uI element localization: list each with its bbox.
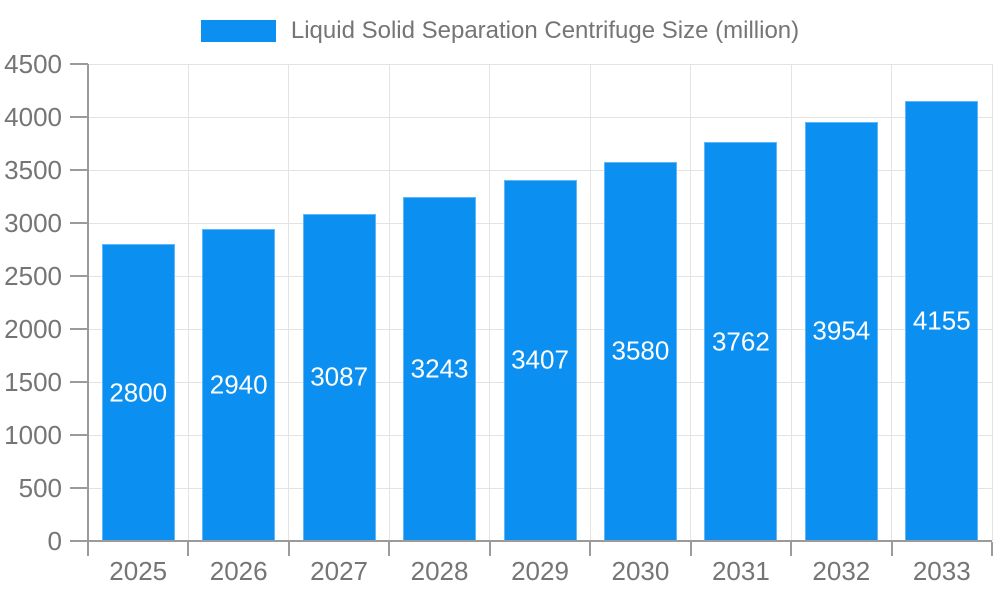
x-axis-label: 2031 xyxy=(711,556,770,586)
y-axis-tick xyxy=(70,540,88,542)
gridline-vertical xyxy=(891,64,893,541)
x-axis-label: 2033 xyxy=(912,556,971,586)
gridline-vertical xyxy=(187,64,189,541)
bar-2025[interactable]: 2800 xyxy=(101,244,175,541)
y-axis-tick xyxy=(70,275,88,277)
y-axis-label: 4500 xyxy=(4,49,62,79)
gridline-horizontal xyxy=(88,169,992,171)
gridline-vertical xyxy=(288,64,290,541)
x-axis-label: 2030 xyxy=(611,556,670,586)
x-axis-label: 2026 xyxy=(209,556,268,586)
bar-2029[interactable]: 3407 xyxy=(503,179,577,541)
x-axis-line xyxy=(88,540,992,542)
gridline-horizontal xyxy=(88,63,992,65)
bar-value-label: 2940 xyxy=(209,369,268,400)
gridline-vertical xyxy=(589,64,591,541)
y-axis-tick xyxy=(70,487,88,489)
bar-value-label: 3407 xyxy=(511,344,569,375)
gridline-vertical xyxy=(790,64,792,541)
y-axis-tick xyxy=(70,328,88,330)
y-axis-line xyxy=(87,64,89,541)
bar-2031[interactable]: 3762 xyxy=(704,142,778,541)
gridline-horizontal xyxy=(88,116,992,118)
x-axis-tick xyxy=(287,542,290,556)
x-axis-label: 2028 xyxy=(410,556,469,586)
x-axis-tick xyxy=(689,542,692,556)
y-axis-tick xyxy=(70,169,88,171)
x-axis-tick xyxy=(488,542,491,556)
x-axis-tick xyxy=(187,542,190,556)
y-axis-label: 500 xyxy=(18,473,62,503)
y-axis-tick xyxy=(70,381,88,383)
y-axis-label: 3500 xyxy=(4,155,62,185)
y-axis-tick xyxy=(70,434,88,436)
bar-2032[interactable]: 3954 xyxy=(804,121,878,541)
x-axis-tick xyxy=(790,542,793,556)
bar-value-label: 3954 xyxy=(812,315,871,346)
y-axis-label: 0 xyxy=(47,526,62,556)
bar-value-label: 4155 xyxy=(912,305,971,336)
x-axis-label: 2025 xyxy=(109,556,168,586)
bar-2026[interactable]: 2940 xyxy=(202,229,276,541)
bar-2033[interactable]: 4155 xyxy=(905,100,979,541)
x-axis-label: 2032 xyxy=(812,556,871,586)
x-axis-tick xyxy=(589,542,592,556)
x-axis-tick xyxy=(890,542,893,556)
x-axis-tick xyxy=(87,542,89,556)
y-axis-tick xyxy=(70,222,88,224)
bar-2028[interactable]: 3243 xyxy=(403,197,477,541)
plot-area: 2800 2940 3087 3243 3407 3580 3762 3954 4155 xyxy=(88,63,993,541)
x-axis-tick xyxy=(991,542,993,556)
legend-swatch-icon xyxy=(200,20,276,42)
y-axis-tick xyxy=(70,63,88,65)
y-axis-tick xyxy=(70,116,88,118)
x-axis-label: 2029 xyxy=(511,556,569,586)
bar-value-label: 3243 xyxy=(410,353,469,384)
gridline-vertical xyxy=(388,64,390,541)
y-axis-label: 1000 xyxy=(4,420,62,450)
legend[interactable]: Liquid Solid Separation Centrifuge Size … xyxy=(0,17,1000,45)
x-axis-tick xyxy=(388,542,391,556)
y-axis-label: 3000 xyxy=(4,208,62,238)
gridline-vertical xyxy=(991,64,993,541)
bar-2030[interactable]: 3580 xyxy=(603,161,677,541)
bar-2027[interactable]: 3087 xyxy=(302,213,376,541)
gridline-vertical xyxy=(690,64,692,541)
bar-value-label: 2800 xyxy=(109,377,168,408)
legend-label: Liquid Solid Separation Centrifuge Size … xyxy=(290,17,800,44)
bar-value-label: 3580 xyxy=(611,335,670,366)
gridline-vertical xyxy=(489,64,491,541)
y-axis-label: 2500 xyxy=(4,261,62,291)
bar-value-label: 3087 xyxy=(310,361,369,392)
y-axis-label: 1500 xyxy=(4,367,62,397)
y-axis-label: 4000 xyxy=(4,102,62,132)
y-axis-label: 2000 xyxy=(4,314,62,344)
x-axis-label: 2027 xyxy=(310,556,369,586)
bar-value-label: 3762 xyxy=(711,326,770,357)
